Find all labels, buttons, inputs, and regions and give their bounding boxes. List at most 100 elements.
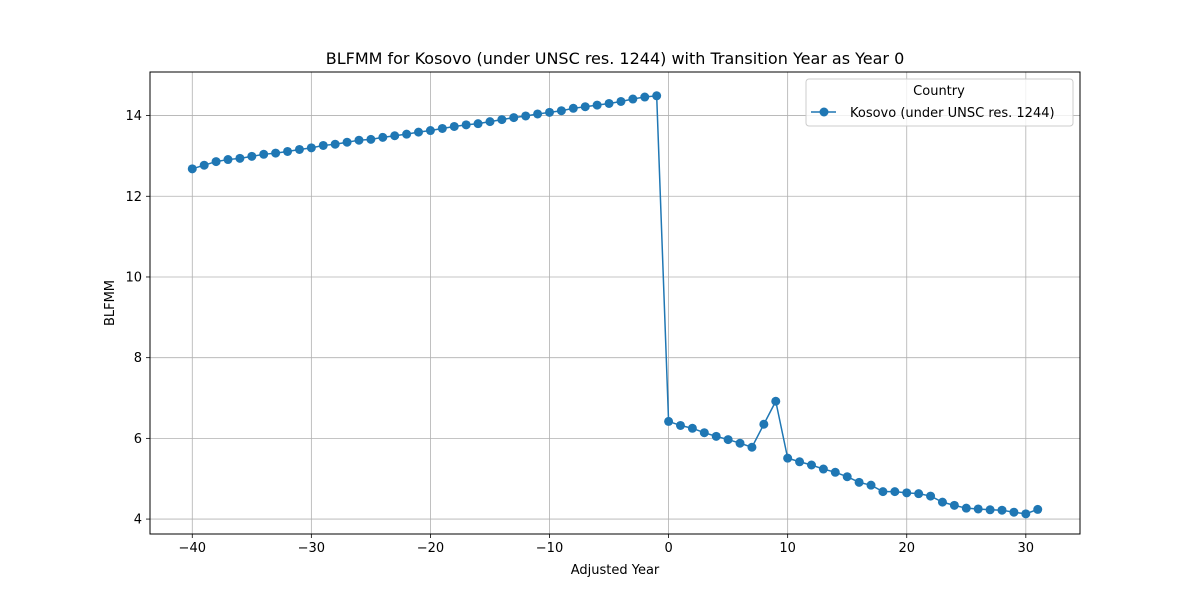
data-point bbox=[223, 155, 233, 165]
data-point bbox=[1033, 504, 1043, 514]
y-tick-label: 4 bbox=[134, 513, 142, 528]
data-point bbox=[592, 100, 602, 110]
data-point bbox=[271, 148, 281, 158]
x-tick-label: −20 bbox=[417, 541, 444, 556]
data-point bbox=[485, 117, 495, 127]
data-point bbox=[973, 504, 983, 514]
legend-point-marker bbox=[819, 107, 829, 117]
data-point bbox=[842, 472, 852, 482]
data-point bbox=[414, 127, 424, 137]
data-point bbox=[259, 149, 269, 159]
data-point bbox=[473, 119, 483, 129]
data-point bbox=[914, 489, 924, 499]
data-point bbox=[449, 121, 459, 131]
data-point bbox=[211, 157, 221, 167]
data-point bbox=[247, 151, 257, 161]
data-point bbox=[830, 467, 840, 477]
data-point bbox=[556, 106, 566, 116]
x-axis-label: Adjusted Year bbox=[571, 563, 660, 578]
data-point bbox=[354, 135, 364, 145]
data-point bbox=[318, 140, 328, 150]
y-tick-label: 6 bbox=[134, 432, 142, 447]
data-point bbox=[771, 396, 781, 406]
data-point bbox=[628, 94, 638, 104]
x-axis: −40 −30 −20 −10 0 10 20 30 bbox=[179, 534, 1035, 556]
data-point bbox=[818, 464, 828, 474]
data-point bbox=[568, 103, 578, 113]
data-point bbox=[926, 491, 936, 501]
data-point bbox=[533, 109, 543, 119]
y-axis: 4 6 8 10 12 14 bbox=[125, 109, 150, 528]
data-point bbox=[1009, 507, 1019, 517]
data-point bbox=[747, 442, 757, 452]
data-point bbox=[294, 144, 304, 154]
data-point bbox=[997, 505, 1007, 515]
data-point bbox=[199, 160, 209, 170]
x-tick-label: −30 bbox=[298, 541, 325, 556]
data-point bbox=[1021, 509, 1031, 519]
data-point bbox=[616, 96, 626, 106]
y-tick-label: 12 bbox=[125, 190, 142, 205]
data-point bbox=[687, 423, 697, 433]
data-point bbox=[699, 428, 709, 438]
data-point bbox=[390, 131, 400, 141]
data-point bbox=[604, 98, 614, 108]
data-point bbox=[949, 500, 959, 510]
legend: Country Kosovo (under UNSC res. 1244) bbox=[805, 78, 1074, 127]
grid bbox=[150, 72, 1080, 534]
data-point bbox=[283, 146, 293, 156]
data-point bbox=[235, 153, 245, 163]
data-point bbox=[961, 503, 971, 513]
data-point bbox=[509, 113, 519, 123]
data-point bbox=[521, 111, 531, 121]
y-tick-label: 10 bbox=[125, 270, 142, 285]
data-point bbox=[461, 120, 471, 130]
data-point bbox=[854, 477, 864, 487]
chart-title: BLFMM for Kosovo (under UNSC res. 1244) … bbox=[326, 49, 905, 68]
series-layer bbox=[187, 91, 1043, 519]
x-tick-label: 20 bbox=[898, 541, 915, 556]
data-point bbox=[402, 129, 412, 139]
data-point bbox=[902, 488, 912, 498]
data-point bbox=[366, 134, 376, 144]
legend-box bbox=[805, 78, 1074, 127]
data-point bbox=[711, 431, 721, 441]
data-point bbox=[437, 123, 447, 133]
data-point bbox=[675, 420, 685, 430]
legend-entry-label: Kosovo (under UNSC res. 1244) bbox=[850, 106, 1055, 121]
x-tick-label: 10 bbox=[779, 541, 796, 556]
x-tick-label: 30 bbox=[1018, 541, 1035, 556]
data-point bbox=[580, 102, 590, 112]
data-point bbox=[806, 460, 816, 470]
data-point bbox=[497, 115, 507, 125]
x-tick-label: 0 bbox=[664, 541, 672, 556]
data-point bbox=[890, 487, 900, 497]
legend-title: Country bbox=[913, 84, 965, 99]
data-point bbox=[545, 107, 555, 117]
data-point bbox=[330, 139, 340, 149]
data-point bbox=[759, 419, 769, 429]
data-point bbox=[378, 132, 388, 142]
data-point bbox=[735, 438, 745, 448]
data-point bbox=[425, 126, 435, 136]
data-point bbox=[306, 143, 316, 153]
data-point bbox=[723, 435, 733, 445]
data-point bbox=[937, 497, 947, 507]
data-point bbox=[664, 416, 674, 426]
x-tick-label: −10 bbox=[536, 541, 563, 556]
y-tick-label: 14 bbox=[125, 109, 142, 124]
plot-frame bbox=[149, 71, 1081, 535]
data-point bbox=[783, 453, 793, 463]
data-point bbox=[652, 91, 662, 101]
y-axis-label: BLFMM bbox=[103, 280, 118, 326]
data-point bbox=[866, 480, 876, 490]
data-point bbox=[640, 92, 650, 102]
x-tick-label: −40 bbox=[179, 541, 206, 556]
data-point bbox=[795, 457, 805, 467]
data-point bbox=[342, 137, 352, 147]
data-point bbox=[878, 487, 888, 497]
y-tick-label: 8 bbox=[134, 351, 142, 366]
data-point bbox=[985, 505, 995, 515]
data-point bbox=[187, 164, 197, 174]
